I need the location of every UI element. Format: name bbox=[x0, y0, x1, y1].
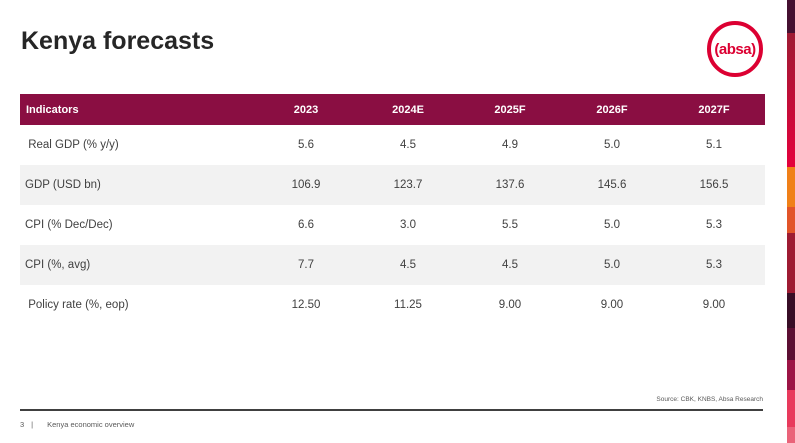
forecast-table: Indicators 2023 2024E 2025F 2026F 2027F Real … bbox=[20, 94, 765, 325]
value-cell: 4.5 bbox=[502, 259, 518, 271]
header-cell: 2027F bbox=[663, 94, 765, 125]
table-row: GDP (USD bn) 106.9 123.7 137.6 145.6 156.5 bbox=[20, 165, 765, 205]
value-cell: 12.50 bbox=[291, 299, 321, 311]
value-cell: 6.6 bbox=[298, 219, 314, 231]
accent-strip-segment-7 bbox=[787, 328, 795, 360]
table-row: Real GDP (% y/y) 5.6 4.5 4.9 5.0 5.1 bbox=[20, 125, 765, 165]
slide-footer: 3 | Kenya economic overview bbox=[20, 420, 134, 429]
source-note: Source: CBK, KNBS, Absa Research bbox=[656, 396, 763, 403]
value-cell: 11.25 bbox=[394, 299, 422, 311]
table-header-row: Indicators 2023 2024E 2025F 2026F 2027F bbox=[20, 94, 765, 125]
value-cell: 9.00 bbox=[498, 299, 522, 311]
forecast-table-container: Indicators 2023 2024E 2025F 2026F 2027F Real … bbox=[20, 94, 765, 325]
absa-logo-text: (absa) bbox=[714, 40, 756, 58]
value-cell: 4.5 bbox=[400, 259, 416, 271]
value-cell: 156.5 bbox=[699, 179, 729, 191]
value-cell: 5.0 bbox=[604, 259, 620, 271]
accent-strip-segment-4 bbox=[787, 207, 795, 233]
value-cell: 145.6 bbox=[597, 179, 627, 191]
table-row: Policy rate (%, eop) 12.50 11.25 9.00 9.00 9.… bbox=[20, 285, 765, 325]
value-cell: 5.3 bbox=[706, 259, 722, 271]
row-label-cell: Real GDP (% y/y) bbox=[25, 139, 119, 151]
header-cell: 2024E bbox=[357, 94, 459, 125]
value-cell: 9.00 bbox=[600, 299, 624, 311]
value-cell: 9.00 bbox=[702, 299, 726, 311]
footer-title: Kenya economic overview bbox=[47, 420, 135, 429]
accent-strip-segment-6 bbox=[787, 293, 795, 328]
value-cell: 4.9 bbox=[502, 139, 518, 151]
accent-strip-segment-5 bbox=[787, 233, 795, 293]
row-label-cell: CPI (% Dec/Dec) bbox=[25, 219, 113, 231]
value-cell: 5.0 bbox=[604, 139, 620, 151]
accent-strip-segment-8 bbox=[787, 360, 795, 390]
footer-separator: | bbox=[31, 420, 34, 429]
header-cell: Indicators bbox=[20, 94, 255, 125]
page-number: 3 bbox=[20, 420, 25, 429]
header-cell: 2023 bbox=[255, 94, 357, 125]
table-row: CPI (% Dec/Dec) 6.6 3.0 5.5 5.0 5.3 bbox=[20, 205, 765, 245]
value-cell: 5.0 bbox=[604, 219, 620, 231]
accent-strip-segment-1 bbox=[787, 0, 795, 33]
table-row: CPI (%, avg) 7.7 4.5 4.5 5.0 5.3 bbox=[20, 245, 765, 285]
accent-strip-segment-9 bbox=[787, 390, 795, 427]
accent-strip-segment-10 bbox=[787, 427, 795, 443]
accent-strip-segment-3 bbox=[787, 167, 795, 207]
value-cell: 137.6 bbox=[495, 179, 525, 191]
value-cell: 5.6 bbox=[298, 139, 314, 151]
row-label-cell: CPI (%, avg) bbox=[25, 259, 91, 271]
absa-logo-icon: (absa) bbox=[707, 21, 763, 77]
value-cell: 3.0 bbox=[400, 219, 416, 231]
value-cell: 4.5 bbox=[400, 139, 416, 151]
accent-strip-segment-2 bbox=[787, 33, 795, 167]
header-cell: 2025F bbox=[459, 94, 561, 125]
row-label-cell: GDP (USD bn) bbox=[25, 179, 101, 191]
accent-strip bbox=[787, 0, 795, 443]
value-cell: 7.7 bbox=[298, 259, 314, 271]
value-cell: 123.7 bbox=[393, 179, 423, 191]
value-cell: 106.9 bbox=[291, 179, 321, 191]
footer-divider bbox=[20, 409, 763, 411]
table-body: Real GDP (% y/y) 5.6 4.5 4.9 5.0 5.1 GDP (USD … bbox=[20, 125, 765, 325]
value-cell: 5.3 bbox=[706, 219, 722, 231]
header-row: Indicators 2023 2024E 2025F 2026F 2027F bbox=[20, 94, 765, 125]
row-label-cell: Policy rate (%, eop) bbox=[25, 299, 129, 311]
value-cell: 5.5 bbox=[502, 219, 518, 231]
slide-title: Kenya forecasts bbox=[21, 27, 215, 55]
value-cell: 5.1 bbox=[706, 139, 722, 151]
header-cell: 2026F bbox=[561, 94, 663, 125]
